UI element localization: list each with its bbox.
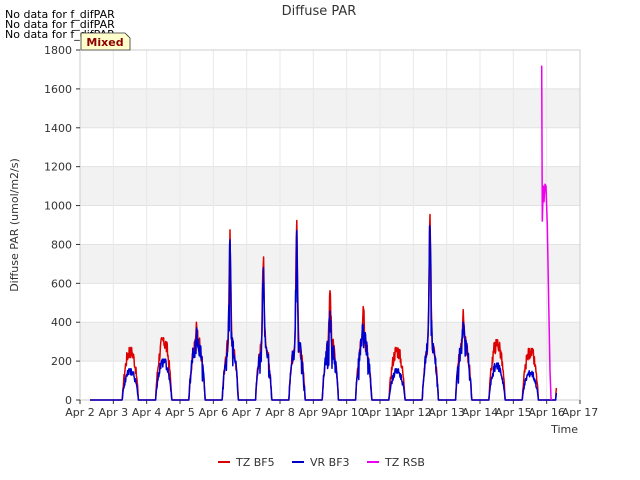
x-axis-label: Time bbox=[550, 423, 578, 436]
x-tick-label: Apr 8 bbox=[265, 406, 295, 419]
grid-band bbox=[80, 166, 580, 206]
y-axis: 0 200 400 600 800 1000 1200 1400 1600 1800 bbox=[44, 44, 80, 407]
legend-label: TZ BF5 bbox=[235, 456, 275, 469]
y-tick-label: 1200 bbox=[44, 161, 72, 174]
no-data-message: No data for f_difPAR bbox=[5, 18, 115, 31]
x-tick-label: Apr 4 bbox=[132, 406, 162, 419]
x-tick-label: Apr 7 bbox=[232, 406, 262, 419]
x-tick-label: Apr 14 bbox=[462, 406, 499, 419]
y-tick-label: 600 bbox=[51, 277, 72, 290]
series-lines bbox=[89, 65, 558, 401]
x-tick-label: Apr 5 bbox=[165, 406, 195, 419]
y-axis-label: Diffuse PAR (umol/m2/s) bbox=[8, 158, 21, 292]
x-tick-label: Apr 12 bbox=[395, 406, 432, 419]
badge-label: Mixed bbox=[86, 36, 123, 49]
y-tick-label: 400 bbox=[51, 316, 72, 329]
series-line-1 bbox=[89, 224, 558, 401]
mixed-badge: Mixed bbox=[80, 32, 131, 51]
series-line-2 bbox=[540, 65, 553, 401]
chart-title: Diffuse PAR bbox=[282, 4, 357, 19]
x-axis: Apr 2 Apr 3 Apr 4 Apr 5 Apr 6 Apr 7 Apr 8 Apr 9… bbox=[65, 400, 598, 419]
y-tick-label: 1000 bbox=[44, 200, 72, 213]
x-tick-label: Apr 10 bbox=[328, 406, 365, 419]
x-tick-label: Apr 11 bbox=[362, 406, 399, 419]
no-data-message: No data for f_difPAR bbox=[5, 8, 115, 21]
legend-label: TZ RSB bbox=[384, 456, 425, 469]
y-tick-label: 200 bbox=[51, 355, 72, 368]
x-tick-label: Apr 17 bbox=[562, 406, 599, 419]
x-tick-label: Apr 6 bbox=[199, 406, 229, 419]
x-tick-label: Apr 15 bbox=[495, 406, 532, 419]
x-tick-label: Apr 16 bbox=[528, 406, 565, 419]
plot-frame bbox=[79, 49, 581, 401]
y-tick-label: 1800 bbox=[44, 44, 72, 57]
badge-box bbox=[80, 32, 131, 51]
x-tick-label: Apr 3 bbox=[99, 406, 129, 419]
y-tick-label: 1600 bbox=[44, 83, 72, 96]
legend: TZ BF5 VR BF3 TZ RSB bbox=[218, 456, 425, 469]
x-tick-label: Apr 2 bbox=[65, 406, 95, 419]
legend-label: VR BF3 bbox=[310, 456, 350, 469]
y-tick-label: 800 bbox=[51, 238, 72, 251]
grid-band bbox=[80, 244, 580, 284]
x-tick-label: Apr 9 bbox=[299, 406, 329, 419]
grid-band bbox=[80, 88, 580, 128]
y-tick-label: 1400 bbox=[44, 122, 72, 135]
x-tick-label: Apr 13 bbox=[428, 406, 465, 419]
y-tick-label: 0 bbox=[65, 394, 72, 407]
